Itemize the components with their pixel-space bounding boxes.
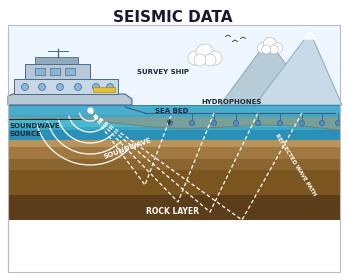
- Circle shape: [196, 44, 214, 62]
- Circle shape: [22, 83, 28, 90]
- Text: SEA BED: SEA BED: [155, 108, 188, 124]
- Bar: [8, 170, 340, 195]
- Circle shape: [278, 120, 282, 125]
- Text: SOUNDWAVE
SOURCE: SOUNDWAVE SOURCE: [9, 123, 60, 137]
- Bar: [8, 25, 340, 105]
- Circle shape: [212, 120, 217, 125]
- Bar: [8, 159, 340, 177]
- Circle shape: [263, 38, 277, 51]
- Circle shape: [189, 120, 195, 125]
- Circle shape: [194, 54, 206, 66]
- Circle shape: [336, 120, 340, 125]
- Polygon shape: [262, 40, 274, 46]
- Circle shape: [75, 83, 82, 90]
- Bar: [8, 25, 340, 272]
- Circle shape: [262, 45, 271, 54]
- Circle shape: [299, 120, 305, 125]
- Polygon shape: [14, 79, 118, 94]
- Polygon shape: [25, 64, 90, 79]
- Text: SEISMIC DATA: SEISMIC DATA: [113, 10, 233, 25]
- Polygon shape: [8, 117, 340, 130]
- Bar: [8, 147, 340, 162]
- Circle shape: [107, 83, 113, 90]
- Bar: [93, 87, 115, 92]
- Circle shape: [257, 43, 268, 53]
- Bar: [8, 195, 340, 220]
- Circle shape: [204, 54, 216, 66]
- Circle shape: [272, 43, 283, 53]
- Bar: [65, 68, 75, 75]
- Bar: [8, 127, 340, 140]
- Polygon shape: [35, 57, 78, 64]
- Bar: [8, 115, 340, 127]
- Circle shape: [188, 51, 202, 65]
- Bar: [35, 68, 45, 75]
- Text: REFLECTED WAVE PATH: REFLECTED WAVE PATH: [274, 133, 316, 197]
- Polygon shape: [8, 105, 340, 130]
- Circle shape: [269, 45, 278, 54]
- Polygon shape: [255, 32, 342, 105]
- Bar: [8, 130, 340, 140]
- Text: SOUNDWAVE: SOUNDWAVE: [103, 137, 153, 160]
- Bar: [50, 68, 60, 75]
- Bar: [8, 105, 340, 115]
- Circle shape: [57, 83, 64, 90]
- Polygon shape: [303, 32, 317, 39]
- Polygon shape: [8, 94, 132, 105]
- Circle shape: [255, 120, 261, 125]
- Circle shape: [93, 83, 100, 90]
- Circle shape: [39, 83, 45, 90]
- Circle shape: [208, 51, 222, 65]
- Text: SURVEY SHIP: SURVEY SHIP: [137, 69, 189, 75]
- Circle shape: [320, 120, 324, 125]
- Circle shape: [168, 120, 172, 125]
- Circle shape: [234, 120, 238, 125]
- Text: HYDROPHONES: HYDROPHONES: [202, 99, 262, 105]
- Text: ROCK LAYER: ROCK LAYER: [146, 207, 200, 216]
- Polygon shape: [220, 40, 316, 105]
- Bar: [8, 132, 340, 147]
- Bar: [8, 117, 340, 132]
